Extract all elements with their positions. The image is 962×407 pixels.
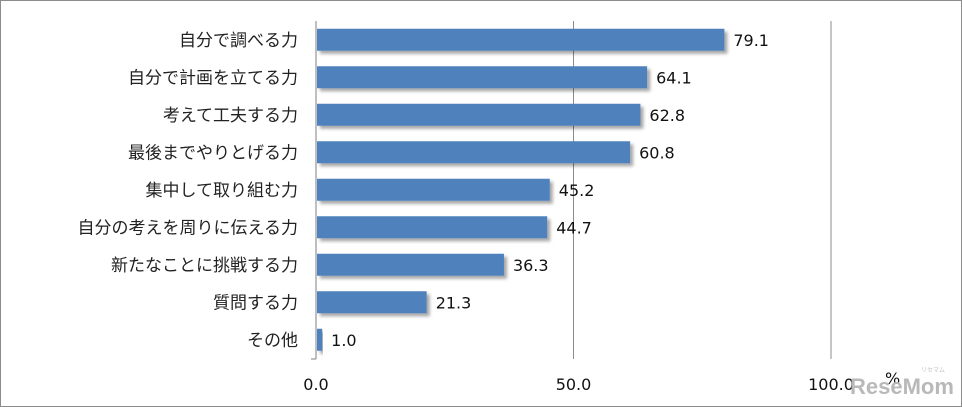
category-labels: 自分で調べる力自分で計画を立てる力考えて工夫する力最後までやりとげる力集中して取… xyxy=(78,31,299,351)
category-label: 新たなことに挑戦する力 xyxy=(111,256,298,276)
category-label: 考えて工夫する力 xyxy=(163,106,298,126)
bar xyxy=(317,103,641,126)
category-label: その他 xyxy=(247,331,298,351)
data-label: 79.1 xyxy=(733,31,769,50)
bars xyxy=(317,28,725,351)
data-label: 1.0 xyxy=(331,331,356,350)
tick-label: 50.0 xyxy=(556,375,592,394)
category-label: 自分で調べる力 xyxy=(179,31,298,51)
data-label: 21.3 xyxy=(436,293,472,312)
data-label: 45.2 xyxy=(559,181,595,200)
watermark-subtext: リセマム xyxy=(921,367,945,374)
x-axis-unit: % xyxy=(885,369,900,388)
bar xyxy=(317,66,648,89)
watermark: リセマム ReseMom xyxy=(850,367,954,399)
bar xyxy=(317,328,323,351)
bar xyxy=(317,141,631,164)
bar xyxy=(317,178,550,201)
data-label: 36.3 xyxy=(513,256,549,275)
watermark-logo: ReseMom xyxy=(850,374,954,399)
tick-label: 100.0 xyxy=(808,375,854,394)
data-label: 44.7 xyxy=(556,218,592,237)
category-label: 質問する力 xyxy=(213,293,298,313)
data-label: 64.1 xyxy=(656,68,692,87)
category-label: 集中して取り組む力 xyxy=(146,181,299,201)
data-label: 60.8 xyxy=(639,143,675,162)
x-axis-ticks: 0.0 50.0 100.0 xyxy=(303,375,854,394)
category-label: 自分で計画を立てる力 xyxy=(128,68,298,88)
data-label: 62.8 xyxy=(649,106,685,125)
category-label: 最後までやりとげる力 xyxy=(128,143,298,163)
bar xyxy=(317,216,548,239)
bar xyxy=(317,291,427,314)
tick-label: 0.0 xyxy=(303,375,328,394)
bar xyxy=(317,253,504,276)
value-labels: 79.1 64.1 62.8 60.8 45.2 44.7 36.3 21.3 1.0 xyxy=(331,31,769,350)
bar xyxy=(317,28,725,51)
category-label: 自分の考えを周りに伝える力 xyxy=(78,218,299,238)
